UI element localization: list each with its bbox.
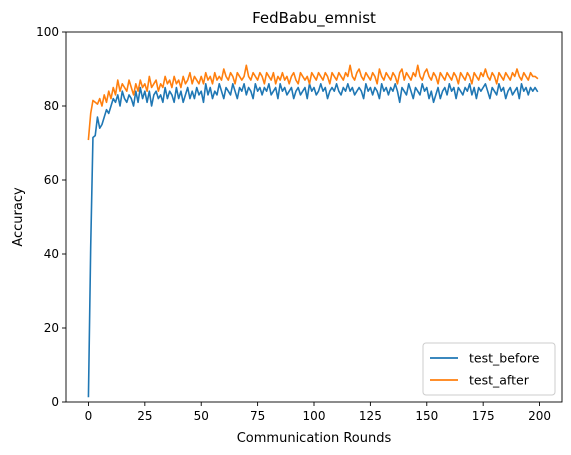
- legend: test_before test_after: [422, 342, 556, 396]
- legend-box: [422, 342, 556, 396]
- x-tick-label: 125: [359, 409, 382, 423]
- legend-label-test-after: test_after: [469, 373, 530, 388]
- x-tick-label: 50: [194, 409, 209, 423]
- x-tick-label: 25: [137, 409, 152, 423]
- y-tick-label: 60: [44, 173, 59, 187]
- y-axis-label: Accuracy: [11, 187, 26, 247]
- axes-layer: 0 25 50 75 100 125 150 175 200 0 20 40 60 80 100: [36, 25, 563, 423]
- x-tick-label: 200: [528, 409, 551, 423]
- x-tick-label: 100: [303, 409, 326, 423]
- x-tick-label: 0: [85, 409, 93, 423]
- series-layer: [87, 64, 539, 398]
- y-tick-label: 0: [51, 395, 59, 409]
- x-tick-label: 75: [250, 409, 265, 423]
- y-tick-label: 20: [44, 321, 59, 335]
- chart-title: FedBabu_emnist: [252, 9, 376, 28]
- y-tick-label: 80: [44, 99, 59, 113]
- x-axis-label: Communication Rounds: [237, 431, 392, 446]
- y-tick-label: 100: [36, 25, 59, 39]
- x-tick-label: 175: [472, 409, 495, 423]
- y-tick-label: 40: [44, 247, 59, 261]
- series-line-test-after: [87, 64, 539, 141]
- legend-label-test-before: test_before: [469, 351, 540, 366]
- x-tick-label: 150: [415, 409, 438, 423]
- series-line-test-before: [87, 83, 539, 398]
